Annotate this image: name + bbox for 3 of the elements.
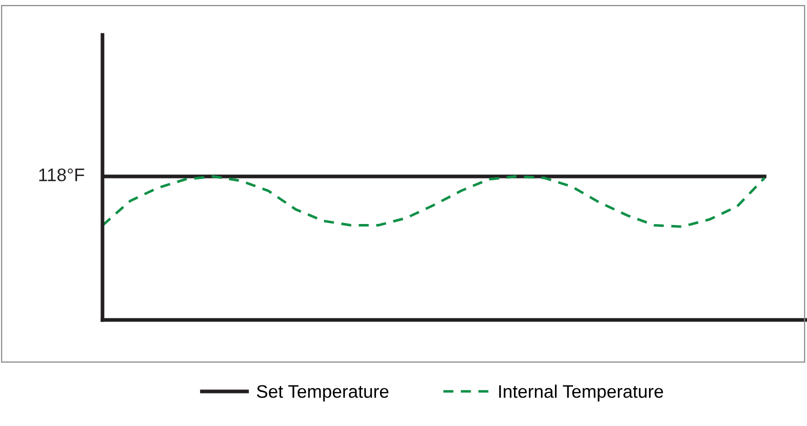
legend-label: Set Temperature bbox=[256, 385, 388, 402]
legend-label: Internal Temperature bbox=[499, 384, 664, 402]
text: 118°F bbox=[39, 168, 84, 182]
